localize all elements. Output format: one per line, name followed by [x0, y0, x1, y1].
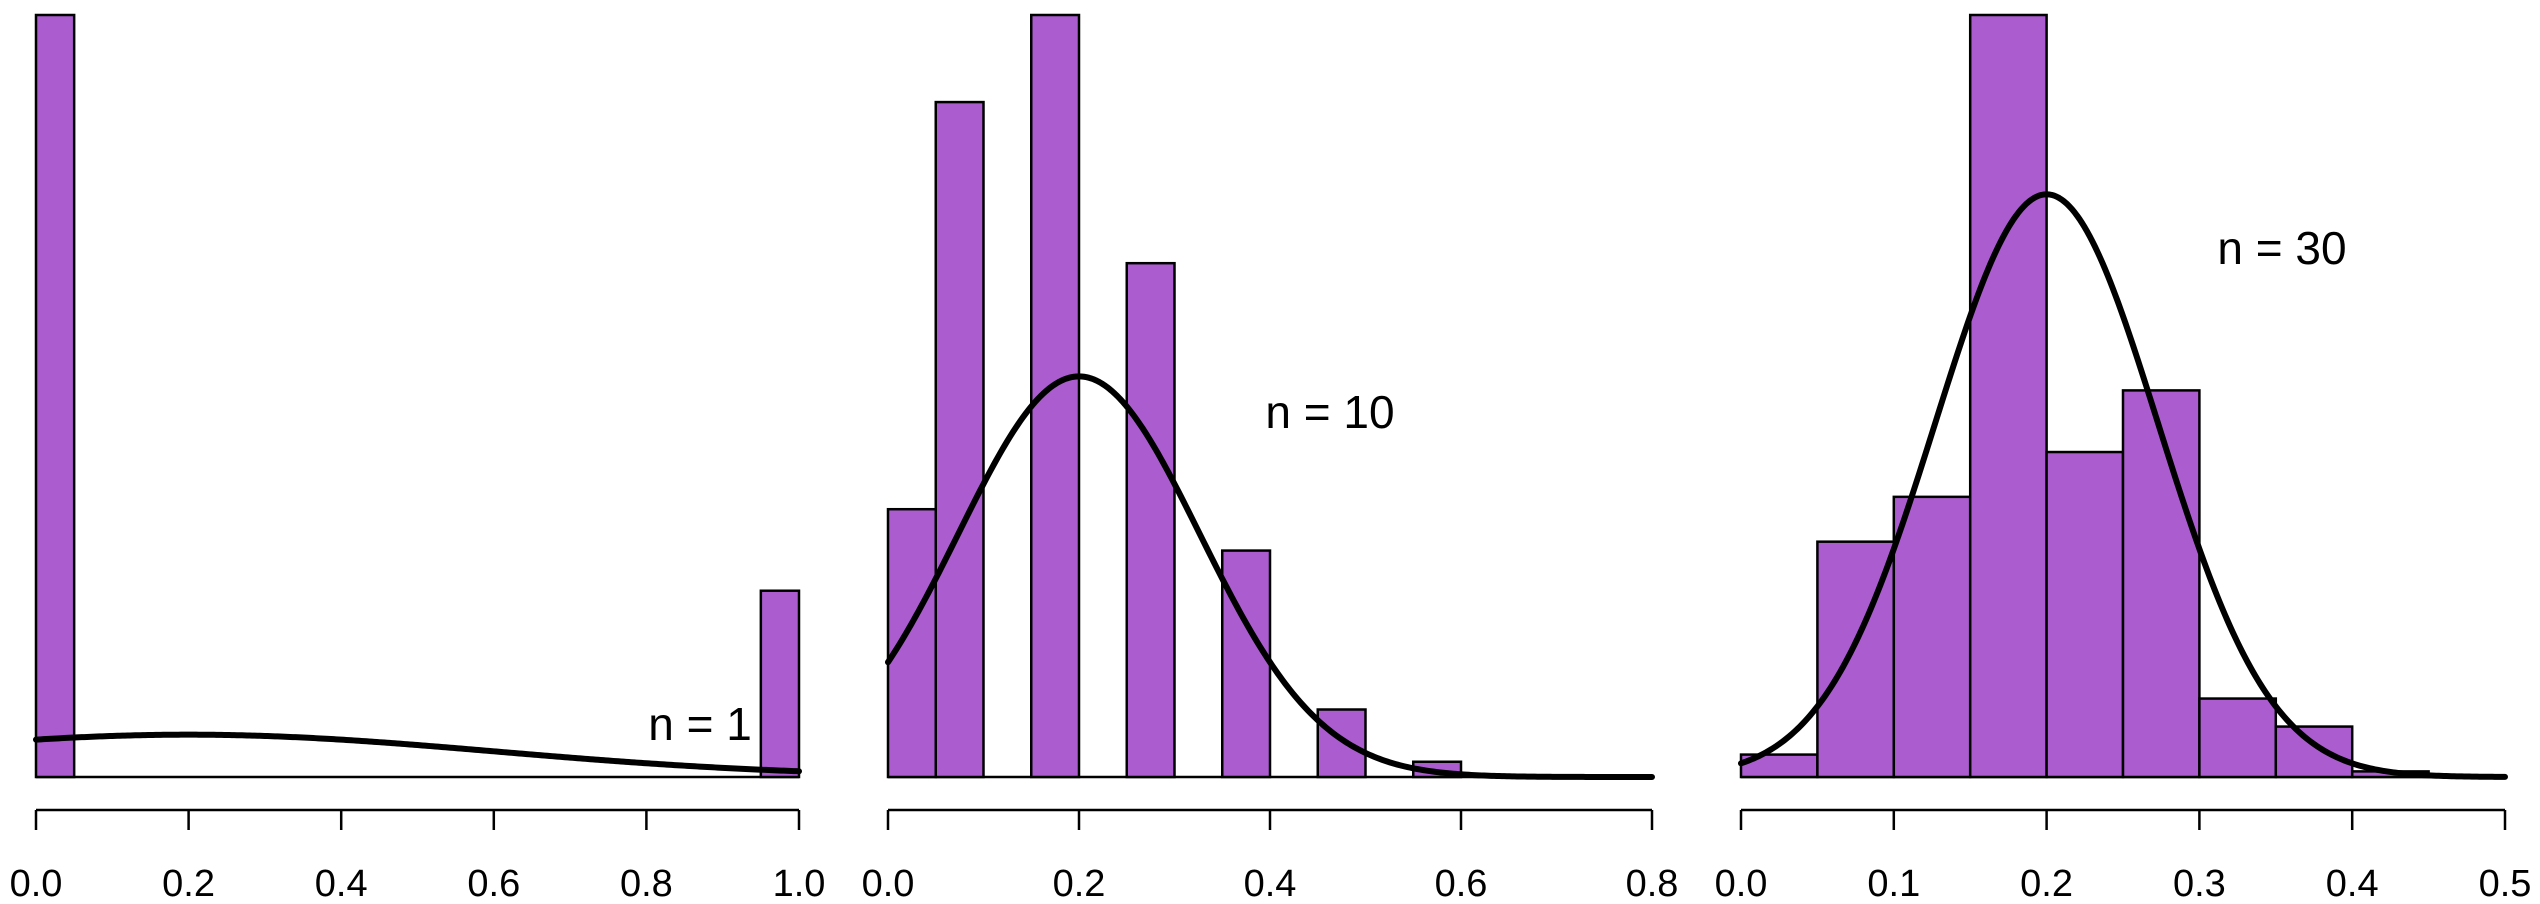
- sample-size-annotation: n = 10: [1265, 386, 1394, 438]
- sample-size-annotation: n = 30: [2217, 222, 2346, 274]
- x-tick-label: 0.5: [2479, 863, 2532, 904]
- normal-curve: [1738, 191, 2508, 780]
- histogram-bar: [1892, 495, 1972, 779]
- x-tick-label: 0.0: [10, 863, 63, 904]
- x-tick-label: 0.3: [2173, 863, 2226, 904]
- histogram-panel-2: 0.0 0.2 0.4 0.6 0.8 n = 10: [862, 13, 1679, 904]
- histogram-bar: [1316, 708, 1367, 779]
- x-tick-label: 0.8: [620, 863, 673, 904]
- x-tick-label: 0.4: [315, 863, 368, 904]
- x-tick-label: 0.6: [467, 863, 520, 904]
- histogram-bar: [1125, 261, 1176, 779]
- histogram-bar: [2045, 450, 2125, 779]
- histogram-bar: [2121, 389, 2201, 779]
- normal-curve: [885, 373, 1655, 780]
- x-tick-label: 0.8: [1626, 863, 1679, 904]
- x-tick-label: 0.2: [2020, 863, 2073, 904]
- x-tick-label: 0.4: [2326, 863, 2379, 904]
- x-tick-label: 0.6: [1435, 863, 1488, 904]
- histogram-bar: [934, 100, 985, 779]
- histogram-bar: [759, 589, 801, 779]
- x-tick-label: 0.0: [862, 863, 915, 904]
- x-tick-label: 0.0: [1715, 863, 1768, 904]
- normal-curve: [33, 731, 802, 775]
- x-tick-label: 0.1: [1867, 863, 1920, 904]
- x-tick-label: 1.0: [773, 863, 826, 904]
- sample-size-annotation: n = 1: [648, 698, 752, 750]
- x-tick-label: 0.4: [1244, 863, 1297, 904]
- histogram-bar: [1030, 13, 1081, 779]
- histogram-bar: [886, 507, 937, 779]
- histogram-panel-3: 0.0 0.1 0.2 0.3 0.4 0.5 n = 30: [1715, 13, 2532, 904]
- histogram-bar: [2274, 725, 2354, 779]
- histogram-bar: [1968, 13, 2048, 779]
- histogram-bar: [34, 13, 76, 779]
- histogram-bar: [2198, 697, 2278, 779]
- histogram-bar: [1221, 549, 1272, 779]
- x-tick-label: 0.2: [162, 863, 215, 904]
- histogram-panel-1: 0.0 0.2 0.4 0.6 0.8 1.0 n = 1: [10, 13, 826, 904]
- x-tick-label: 0.2: [1053, 863, 1106, 904]
